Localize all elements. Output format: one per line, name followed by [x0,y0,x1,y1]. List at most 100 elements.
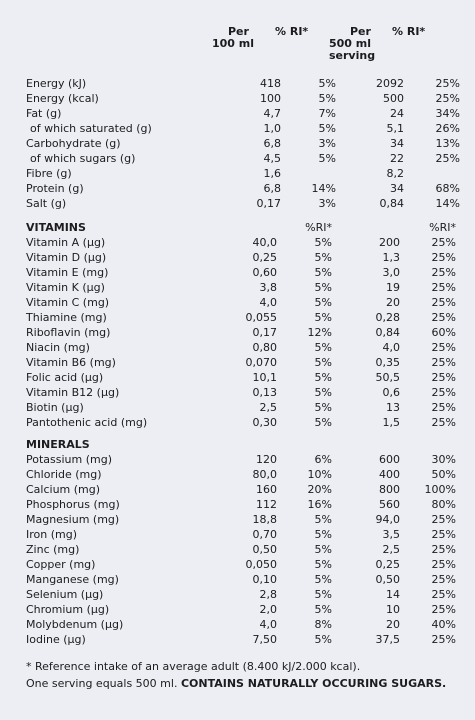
value-per-500ml: 34 [390,182,404,195]
nutrient-name: Vitamin B6 (mg) [26,356,116,369]
value-per-500ml: 5,1 [386,122,405,135]
ri-per-100ml: 5% [314,266,332,279]
value-per-100ml: 0,10 [252,573,278,586]
ri-per-500ml: 25% [431,266,456,279]
value-per-500ml: 3,0 [382,266,401,279]
value-per-500ml: 0,28 [375,311,401,324]
value-per-100ml: 0,17 [256,197,282,210]
value-per-500ml: 0,50 [375,573,401,586]
ri-per-100ml: 5% [314,296,332,309]
nutrient-name: Zinc (mg) [26,543,80,556]
nutrient-name: Vitamin A (µg) [26,236,106,249]
value-per-500ml: 20 [386,618,400,631]
ri-per-500ml: 68% [435,182,460,195]
table-row: Phosphorus (mg) 112 16% 560 80% [26,497,456,512]
table-row: Calcium (mg) 160 20% 800 100% [26,482,456,497]
table-row: Energy (kJ) 418 5% 2092 25% [26,76,460,91]
nutrient-name: Selenium (µg) [26,588,104,601]
ri-per-100ml: 5% [314,356,332,369]
value-per-500ml: 13 [386,401,400,414]
ri-per-100ml: 5% [314,371,332,384]
value-per-100ml: 3,8 [259,281,278,294]
value-per-500ml: 19 [386,281,400,294]
table-row: Molybdenum (µg) 4,0 8% 20 40% [26,617,456,632]
vitamins-table: VITAMINS %RI* %RI* Vitamin A (µg) 40,0 5% 2… [26,220,456,430]
ri-per-100ml: 5% [314,573,332,586]
ri-per-500ml: 25% [431,356,456,369]
ri-per-100ml: 5% [314,341,332,354]
table-row: Folic acid (µg) 10,1 5% 50,5 25% [26,370,456,385]
vitamins-title: VITAMINS [26,221,86,234]
ri-per-500ml: 25% [431,296,456,309]
value-per-100ml: 6,8 [263,182,282,195]
ri-per-500ml: 100% [424,483,456,496]
ri-per-100ml: 14% [311,182,336,195]
table-row: Pantothenic acid (mg) 0,30 5% 1,5 25% [26,415,456,430]
table-row: Vitamin K (µg) 3,8 5% 19 25% [26,280,456,295]
ri-per-500ml: 25% [431,311,456,324]
nutrient-name: Manganese (mg) [26,573,119,586]
value-per-500ml: 2092 [376,77,404,90]
ri-per-100ml: 10% [307,468,332,481]
value-per-100ml: 4,0 [259,618,278,631]
ri-per-500ml: 50% [431,468,456,481]
ri-per-500ml [404,166,460,181]
nutrient-name: Iodine (µg) [26,633,86,646]
nutrient-name: Protein (g) [26,182,84,195]
value-per-500ml: 0,25 [375,558,401,571]
header-ri-500ml: % RI* [392,25,426,38]
nutrient-name: Potassium (mg) [26,453,113,466]
header-per-500ml: Per 500 ml serving [329,25,376,62]
ri-per-500ml: 25% [435,92,460,105]
nutrient-name: Chromium (µg) [26,603,110,616]
value-per-100ml: 0,70 [252,528,278,541]
ri-per-100ml: 7% [318,107,336,120]
ri-per-500ml: 40% [431,618,456,631]
table-row: Biotin (µg) 2,5 5% 13 25% [26,400,456,415]
minerals-title: MINERALS [26,438,90,451]
ri-per-500ml: 34% [435,107,460,120]
table-row: Chromium (µg) 2,0 5% 10 25% [26,602,456,617]
ri-per-100ml: 5% [314,386,332,399]
table-row: Fat (g) 4,7 7% 24 34% [26,106,460,121]
ri-per-100ml: 12% [307,326,332,339]
value-per-100ml: 4,0 [259,296,278,309]
value-per-500ml: 600 [379,453,400,466]
footnote: * Reference intake of an average adult (… [26,658,446,692]
ri-per-500ml: 25% [431,543,456,556]
ri-per-100ml: 5% [314,633,332,646]
value-per-100ml: 418 [260,77,281,90]
footnote-reference-intake: * Reference intake of an average adult (… [26,660,361,673]
ri-per-100ml: 5% [314,513,332,526]
nutrient-name: Molybdenum (µg) [26,618,124,631]
ri-per-100ml: 3% [318,137,336,150]
value-per-100ml: 0,25 [252,251,278,264]
value-per-100ml: 4,7 [263,107,282,120]
nutrient-name: Riboflavin (mg) [26,326,111,339]
vitamins-ri-label-100ml: %RI* [305,221,332,234]
ri-per-500ml: 25% [431,588,456,601]
value-per-500ml: 500 [383,92,404,105]
ri-per-500ml: 25% [435,77,460,90]
table-row: Salt (g) 0,17 3% 0,84 14% [26,196,460,211]
minerals-title-row: MINERALS [26,437,456,452]
value-per-500ml: 14 [386,588,400,601]
value-per-100ml: 160 [256,483,277,496]
value-per-100ml: 2,0 [259,603,278,616]
table-row: Vitamin A (µg) 40,0 5% 200 25% [26,235,456,250]
ri-per-500ml: 30% [431,453,456,466]
nutrient-name: Carbohydrate (g) [26,137,121,150]
ri-per-500ml: 80% [431,498,456,511]
table-row: Selenium (µg) 2,8 5% 14 25% [26,587,456,602]
nutrient-name: Calcium (mg) [26,483,101,496]
ri-per-500ml: 25% [431,573,456,586]
ri-per-100ml: 5% [314,251,332,264]
ri-per-100ml: 5% [318,122,336,135]
nutrient-name: Vitamin D (µg) [26,251,107,264]
nutrient-name: of which sugars (g) [30,152,136,165]
ri-per-500ml: 25% [431,513,456,526]
table-row: Vitamin E (mg) 0,60 5% 3,0 25% [26,265,456,280]
ri-per-100ml: 5% [314,603,332,616]
nutrient-name: Magnesium (mg) [26,513,120,526]
value-per-500ml: 0,35 [375,356,401,369]
